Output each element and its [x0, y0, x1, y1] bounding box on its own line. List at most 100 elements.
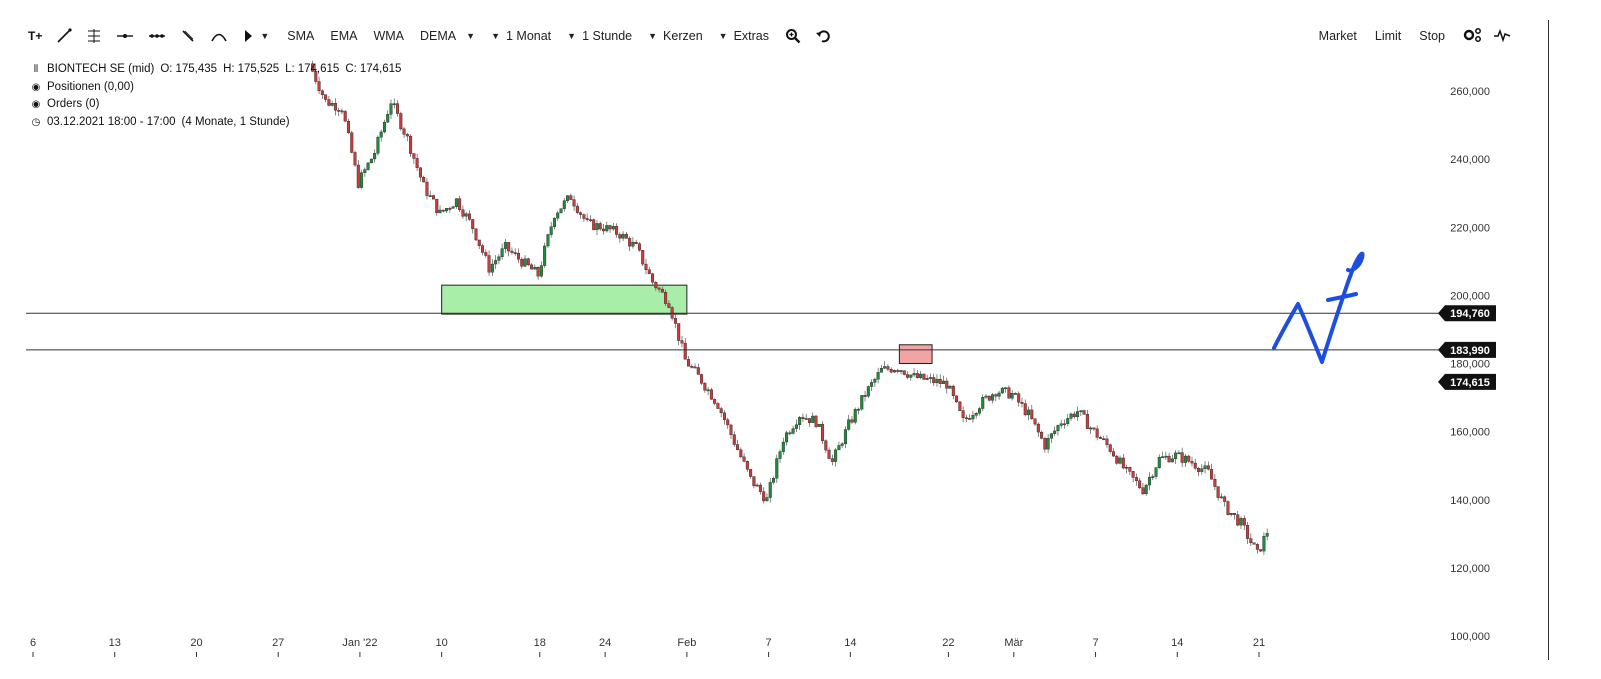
candle-down: [575, 205, 579, 213]
ema-button[interactable]: EMA: [330, 29, 358, 43]
cursor-tool-icon[interactable]: [242, 28, 254, 44]
candle-up: [1144, 484, 1148, 495]
candle-down: [324, 94, 328, 100]
candle-up: [817, 423, 821, 427]
period-select[interactable]: 1 Monat: [505, 29, 552, 43]
fibonacci-tool-icon[interactable]: [86, 28, 102, 44]
candle-up: [1056, 425, 1060, 432]
candle-down: [520, 258, 524, 267]
candle-down: [1023, 403, 1027, 416]
candle-up: [974, 412, 978, 416]
horizontal-line-tool-icon[interactable]: [116, 28, 134, 44]
zoom-icon[interactable]: [785, 28, 801, 44]
candle-up: [1089, 427, 1093, 430]
candle-up: [794, 424, 798, 429]
candle-up: [366, 162, 370, 170]
pen-tool-icon[interactable]: [180, 28, 196, 44]
candle-down: [713, 399, 717, 404]
wma-button[interactable]: WMA: [373, 29, 405, 43]
candle-down: [1098, 437, 1102, 439]
candle-down: [762, 491, 766, 502]
candle-down: [1210, 468, 1214, 480]
interval-dropdown-icon[interactable]: ▼: [567, 31, 577, 41]
interval-select[interactable]: 1 Stunde: [582, 29, 633, 43]
x-tick-label: 6: [30, 637, 36, 649]
candle-up: [533, 267, 537, 270]
candle-down: [1190, 461, 1194, 464]
candle-down: [814, 415, 818, 427]
undo-icon[interactable]: [815, 28, 831, 44]
dema-button[interactable]: DEMA: [420, 29, 457, 43]
x-tick-label: 22: [942, 637, 954, 649]
candle-down: [1115, 455, 1119, 464]
text-tool-icon[interactable]: T+: [28, 29, 43, 43]
settings-icon[interactable]: [1463, 27, 1485, 46]
candle-down: [1216, 486, 1220, 498]
sma-button[interactable]: SMA: [287, 29, 315, 43]
positions-row[interactable]: ◉ Positionen (0,00): [29, 79, 401, 97]
period-dropdown-icon[interactable]: ▼: [491, 31, 500, 41]
extras-dropdown-icon[interactable]: ▼: [718, 31, 728, 41]
candle-down: [664, 292, 668, 304]
candle-down: [634, 241, 638, 244]
candle-down: [461, 209, 465, 217]
candle-down: [588, 219, 592, 222]
market-order-button[interactable]: Market: [1318, 29, 1357, 43]
candle-down: [700, 374, 704, 384]
chart-info-panel: ⫴ BIONTECH SE (mid) O: 175,435 H: 175,52…: [29, 61, 402, 131]
candle-down: [530, 264, 534, 270]
candle-up: [595, 223, 599, 230]
orders-row[interactable]: ◉ Orders (0): [29, 96, 401, 114]
candle-up: [428, 195, 432, 197]
candle-down: [1017, 393, 1021, 403]
candle-down: [696, 367, 700, 375]
candle-up: [1069, 413, 1073, 419]
candle-down: [687, 359, 691, 367]
x-tick-label: 14: [844, 637, 856, 649]
stop-order-button[interactable]: Stop: [1419, 29, 1445, 43]
arc-tool-icon[interactable]: [210, 28, 228, 44]
candle-up: [866, 386, 870, 397]
candle-down: [471, 219, 475, 229]
candle-down: [1040, 431, 1044, 439]
candle-down: [422, 176, 426, 183]
candle-up: [566, 195, 570, 201]
candle-up: [523, 258, 527, 267]
candle-up: [386, 114, 390, 123]
y-tick-label: 260,000: [1450, 86, 1490, 98]
candle-down: [412, 153, 416, 159]
chart-type-select[interactable]: Kerzen: [663, 29, 703, 43]
tools-dropdown-icon[interactable]: ▼: [260, 31, 270, 41]
candle-up: [847, 419, 851, 430]
candle-down: [863, 395, 867, 397]
pulse-icon[interactable]: [1493, 27, 1511, 46]
ray-tool-icon[interactable]: [148, 28, 166, 44]
candle-down: [657, 287, 661, 290]
candle-down: [1072, 413, 1076, 418]
extras-menu[interactable]: Extras: [733, 29, 770, 43]
candle-up: [1059, 423, 1063, 426]
candle-down: [1102, 438, 1106, 440]
candle-up: [369, 158, 373, 164]
candle-up: [781, 441, 785, 452]
indicators-dropdown-icon[interactable]: ▼: [466, 31, 476, 41]
candle-up: [1066, 418, 1070, 424]
candle-up: [873, 378, 877, 383]
candle-down: [945, 380, 949, 389]
trendline-tool-icon[interactable]: [56, 28, 72, 44]
candle-up: [853, 409, 857, 423]
candle-down: [680, 340, 684, 344]
candle-down: [628, 238, 632, 247]
candle-down: [739, 449, 743, 458]
price-tag-label: 174,615: [1450, 377, 1490, 389]
limit-order-button[interactable]: Limit: [1374, 29, 1402, 43]
candle-up: [997, 392, 1001, 397]
low-label: L:: [285, 63, 295, 75]
candle-down: [726, 419, 730, 426]
candle-down: [1131, 471, 1135, 478]
chart-type-dropdown-icon[interactable]: ▼: [648, 31, 658, 41]
candle-up: [870, 382, 874, 387]
candle-up: [925, 378, 929, 380]
candle-up: [451, 206, 455, 209]
